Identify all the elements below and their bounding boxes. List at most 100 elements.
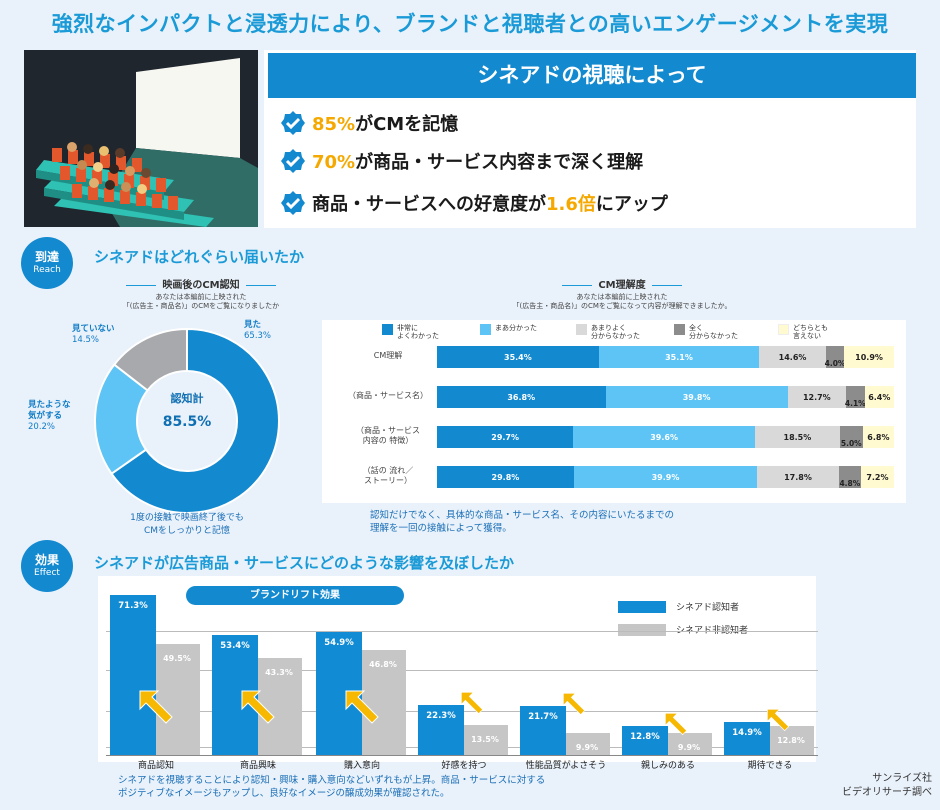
question-line: あなたは本編前に上映された <box>576 293 668 301</box>
bar-segment: 6.4% <box>864 386 894 408</box>
bar-segment: 39.9% <box>573 466 758 488</box>
value-label-unaware: 13.5% <box>471 734 499 744</box>
legend-unaware: シネアド非認知者 <box>618 623 748 636</box>
note-line: 認知だけでなく、具体的な商品・サービス名、その内容にいたるまでの <box>370 510 675 521</box>
bar-segment: 17.8% <box>757 466 839 488</box>
legend-aware: シネアド認知者 <box>618 600 739 613</box>
category-label: 好感を持つ <box>441 761 487 771</box>
recognition-title: 映画後のCM認知 <box>82 276 320 291</box>
legend-swatch <box>480 324 491 335</box>
legend-swatch <box>778 324 789 335</box>
stacked-bar: 36.8% 39.8% 12.7% 4.1% 6.4% <box>437 386 894 408</box>
bar-aware <box>622 726 668 755</box>
slice-label: 見ていない <box>72 324 115 334</box>
note-line: 1度の接触で映画終了後でも <box>130 513 244 523</box>
check-badge-icon <box>281 149 305 173</box>
note-line: ポジティブなイメージもアップし、良好なイメージの醸成効果が確認された。 <box>118 787 450 799</box>
badge-label: 到達 <box>34 249 59 264</box>
donut-center-label: 認知計 <box>170 392 204 405</box>
check-badge-icon <box>281 191 305 215</box>
understanding-note: 認知だけでなく、具体的な商品・サービス名、その内容にいたるまでの 理解を一回の接… <box>370 509 674 536</box>
bar-segment: 29.8% <box>437 466 574 488</box>
value-label-aware: 54.9% <box>324 637 354 648</box>
category-label: 性能品質がよさそう <box>525 761 607 771</box>
category-label: 期待できる <box>747 761 793 771</box>
recognition-donut <box>94 328 280 514</box>
row-label-line: CM理解 <box>373 351 403 360</box>
effect-note: シネアドを視聴することにより認知・興味・購入意向などいずれもが上昇。商品・サービ… <box>118 775 545 801</box>
bar-segment: 35.4% <box>437 346 599 368</box>
bar-segment: 18.5% <box>754 426 840 448</box>
x-axis <box>106 755 818 756</box>
source-credit: サンライズ社 ビデオリサーチ調べ <box>820 772 932 799</box>
stat-text: にアップ <box>595 194 668 215</box>
bar-segment: 35.1% <box>598 346 760 368</box>
value-label-aware: 14.9% <box>732 727 762 738</box>
arrow-up-icon <box>345 690 379 724</box>
note-line: シネアドを視聴することにより認知・興味・購入意向などいずれもが上昇。商品・サービ… <box>118 775 546 786</box>
slice-label: 見た <box>244 320 262 330</box>
slice-label: 気がする <box>28 411 63 422</box>
value-label-unaware: 49.5% <box>163 653 191 663</box>
cinema-illustration <box>24 50 258 227</box>
legend-not-at-all: 全く 分からなかった <box>674 324 738 341</box>
arrow-up-icon <box>461 691 484 715</box>
stacked-bar: 29.7% 39.6% 18.5% 5.0% 6.8% <box>437 426 894 448</box>
reach-title: シネアドはどれぐらい届いたか <box>94 248 305 266</box>
bar-unaware <box>564 732 610 755</box>
row-label: CM理解 <box>342 351 434 361</box>
bar-segment: 5.0% <box>839 426 863 448</box>
bar-segment: 10.9% <box>844 346 894 368</box>
stacked-bar: 35.4% 35.1% 14.6% 4.0% 10.9% <box>437 346 894 368</box>
legend-swatch <box>382 324 393 335</box>
category-label: 商品認知 <box>137 761 174 771</box>
category-label: 商品興味 <box>239 761 276 771</box>
source-line: ビデオリサーチ調べ <box>842 786 932 798</box>
legend-not-really: あまりよく 分からなかった <box>576 324 640 341</box>
understanding-title: CM理解度 <box>502 276 742 291</box>
check-badge-icon <box>281 111 305 135</box>
cinema-image <box>24 50 258 227</box>
slice-value: 20.2% <box>28 422 56 433</box>
understanding-question: あなたは本編前に上映された 「(広告主・商品名)」のCMをご覧になって内容が理解… <box>442 293 802 312</box>
source-line: サンライズ社 <box>872 773 932 784</box>
donut-center-value: 85.5% <box>162 414 212 430</box>
badge-sublabel: Reach <box>33 264 61 275</box>
row-label-line: 内容の 特徴） <box>362 436 414 446</box>
question-line: 「(広告主・商品名)」のCMをご覧になって内容が理解できましたか。 <box>512 302 732 311</box>
bar-segment: 4.0% <box>825 346 845 368</box>
slice-value: 14.5% <box>72 335 100 346</box>
stat-highlight: 1.6倍 <box>546 194 596 215</box>
row-label-line: ストーリー） <box>364 476 412 486</box>
value-label-unaware: 9.9% <box>575 742 599 752</box>
legend-very-understood: 非常に よくわかった <box>382 324 439 341</box>
legend-swatch <box>618 623 666 636</box>
legend-label: まあ分かった <box>495 324 537 332</box>
bar-unaware <box>462 724 508 755</box>
legend-label: 非常に <box>397 324 418 332</box>
note-line: 理解を一回の接触によって獲得。 <box>370 523 512 535</box>
value-label-unaware: 43.3% <box>265 667 293 677</box>
bar-segment: 6.8% <box>862 426 894 448</box>
arrow-up-icon <box>665 713 688 736</box>
donut-label-maybe: 見たような 気がする 20.2% <box>28 400 71 433</box>
value-label-aware: 53.4% <box>220 641 250 652</box>
viewing-banner: シネアドの視聴によって <box>268 53 916 98</box>
gridline <box>106 630 818 632</box>
bar-segment: 29.7% <box>437 426 574 448</box>
value-label-aware: 71.3% <box>118 601 148 611</box>
stat-prefix: 商品・サービスへの好意度が <box>312 194 546 215</box>
bar-segment: 39.6% <box>573 426 755 448</box>
row-label: （商品・サービス名） <box>342 391 434 401</box>
value-label-aware: 22.3% <box>426 710 456 721</box>
slice-label: 見たような <box>28 400 71 410</box>
row-label-line: （商品・サービス <box>356 426 420 435</box>
arrow-up-icon <box>563 693 586 716</box>
category-label: 購入意向 <box>343 761 380 771</box>
bar-aware <box>110 595 156 755</box>
legend-swatch <box>576 324 587 335</box>
row-label-line: （商品・サービス名） <box>348 391 428 400</box>
value-label-aware: 12.8% <box>630 732 660 743</box>
value-label-unaware: 46.8% <box>369 659 397 669</box>
value-label-unaware: 12.8% <box>777 736 805 746</box>
